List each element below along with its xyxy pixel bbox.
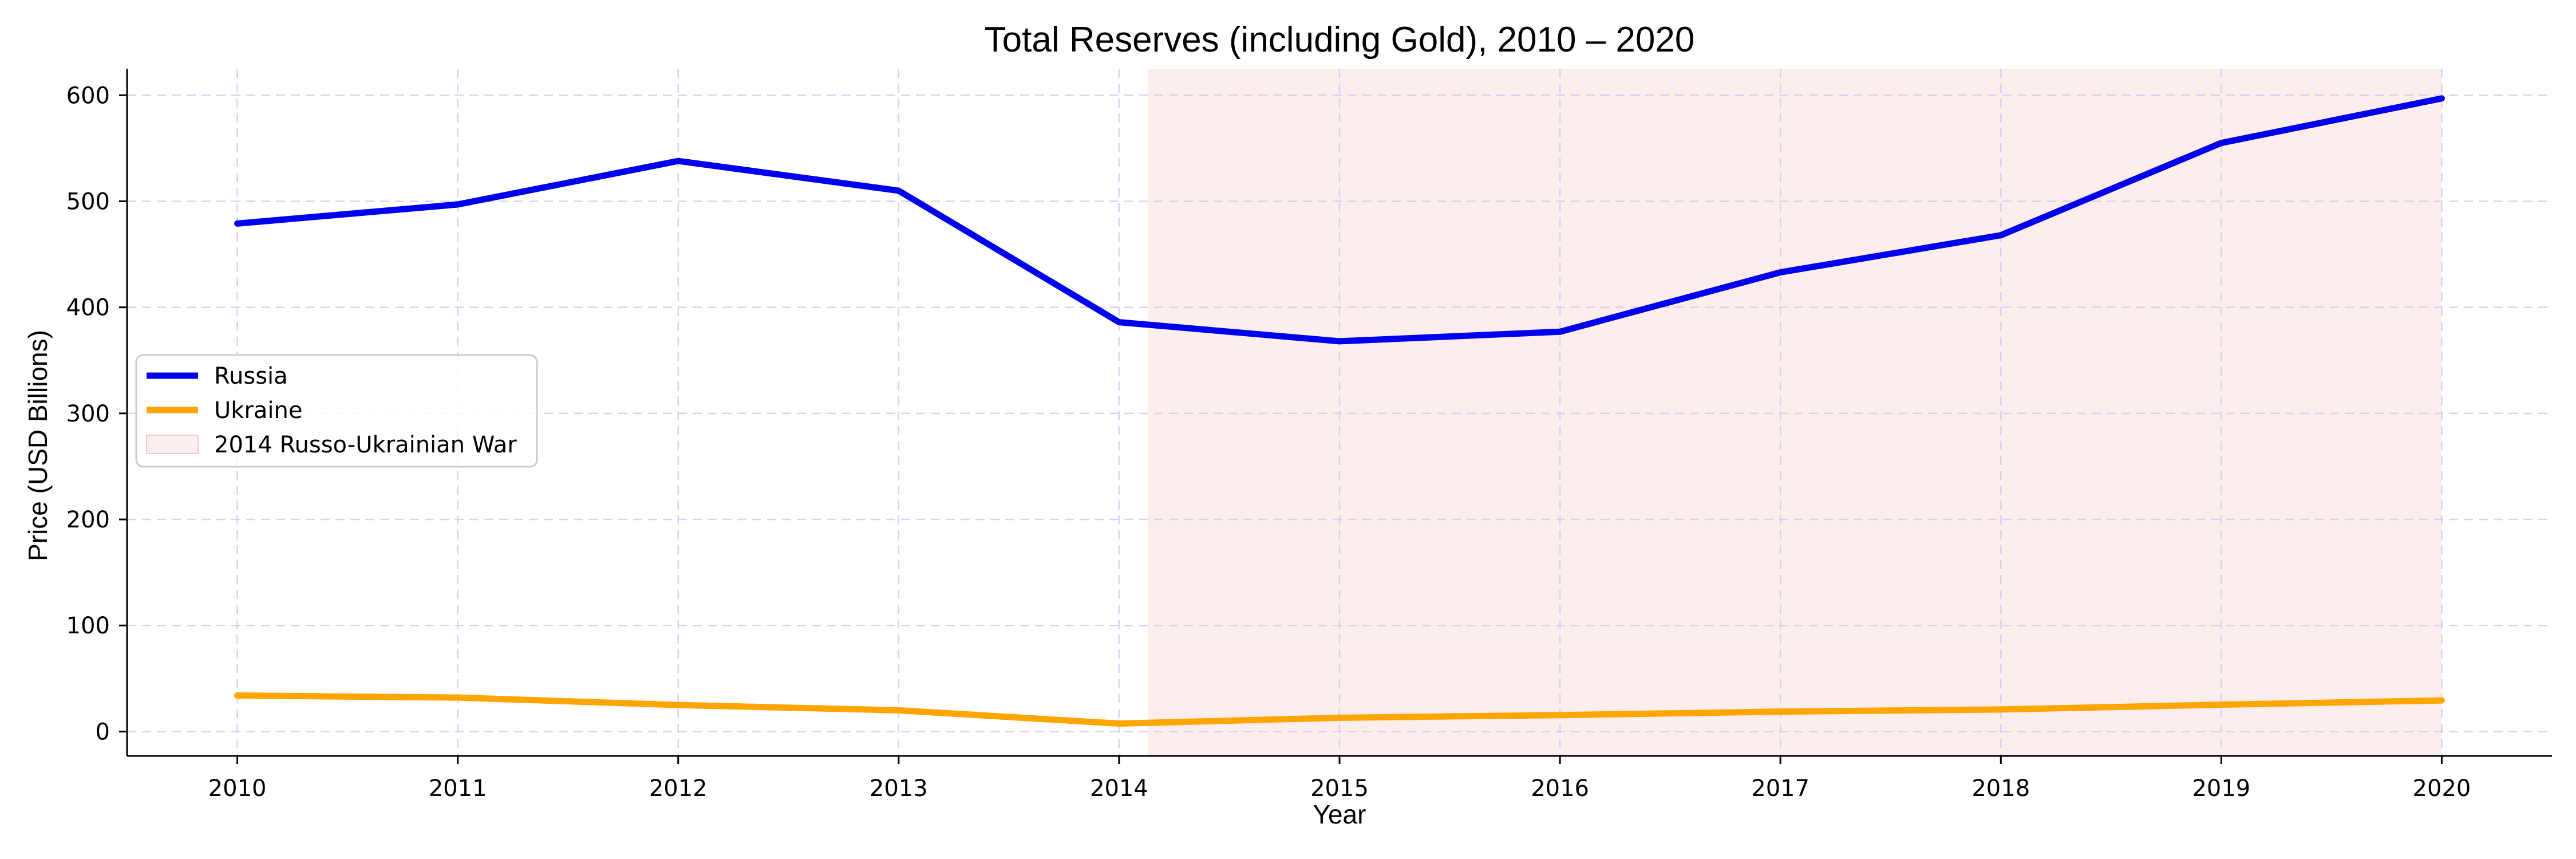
x-tick-label: 2014 [1090, 775, 1148, 802]
x-axis-ticks: 2010 2011 2012 2013 2014 2015 2016 2017 2018 2019… [208, 756, 2471, 802]
y-tick-label: 500 [66, 188, 110, 215]
legend-swatch-war-region [146, 435, 199, 454]
x-tick-label: 2020 [2413, 775, 2471, 802]
x-axis-label: Year [1313, 799, 1366, 829]
y-tick-label: 100 [66, 613, 110, 639]
y-tick-label: 200 [66, 507, 110, 533]
x-tick-label: 2017 [1751, 775, 1809, 802]
series-lines [234, 95, 2445, 727]
x-tick-label: 2016 [1531, 775, 1589, 802]
chart-title: Total Reserves (including Gold), 2010 – … [985, 20, 1695, 60]
y-tick-label: 0 [96, 719, 110, 745]
y-tick-label: 300 [66, 401, 110, 427]
x-tick-label: 2010 [208, 775, 267, 802]
legend-label-war-region: 2014 Russo-Ukrainian War [214, 432, 517, 458]
legend: Russia Ukraine 2014 Russo-Ukrainian War [135, 354, 538, 468]
legend-label-russia: Russia [214, 363, 288, 389]
legend-frame [135, 354, 538, 468]
x-tick-label: 2018 [1971, 775, 2030, 802]
y-tick-label: 600 [66, 82, 110, 109]
series-line-russia [234, 95, 2445, 345]
war-shaded-region [1147, 69, 2442, 756]
x-tick-label: 2015 [1310, 775, 1369, 802]
y-tick-label: 400 [66, 295, 110, 321]
x-tick-label: 2019 [2192, 775, 2250, 802]
y-axis-ticks: 0 100 200 300 400 500 600 [66, 82, 127, 745]
x-tick-label: 2012 [649, 775, 708, 802]
x-tick-label: 2013 [870, 775, 928, 802]
series-line-ukraine [234, 692, 2445, 727]
y-axis-label: Price (USD Billions) [23, 330, 53, 561]
x-tick-label: 2011 [429, 775, 487, 802]
legend-label-ukraine: Ukraine [214, 397, 302, 424]
